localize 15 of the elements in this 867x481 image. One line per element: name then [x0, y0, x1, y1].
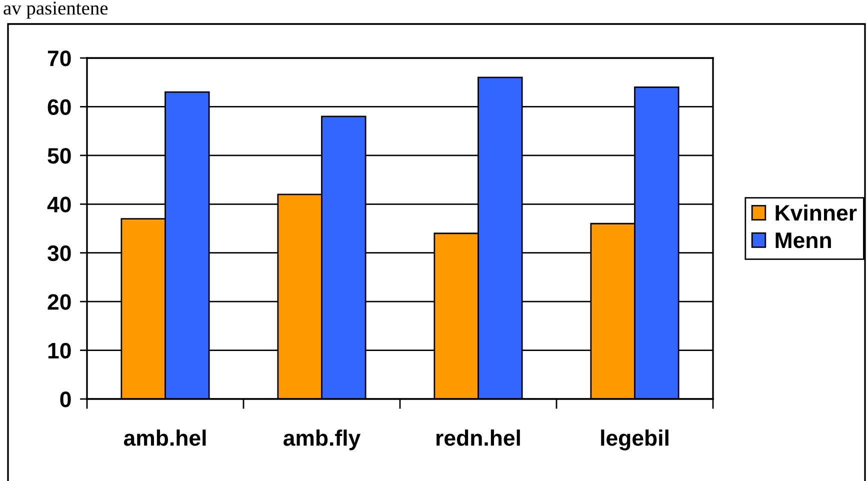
x-tick-label: redn.hel: [436, 430, 520, 446]
y-tick-label: 30: [48, 245, 71, 262]
y-tick-label: 0: [60, 392, 71, 408]
y-tick-label: 60: [48, 99, 71, 115]
legend-label: Menn: [776, 232, 831, 248]
legend-label: Kvinner: [776, 204, 857, 221]
chart-title: av pasientene: [4, 2, 108, 19]
x-tick-label: legebil: [601, 430, 668, 450]
x-tick-label: amb.hel: [124, 430, 206, 446]
x-tick-label: amb.fly: [284, 430, 361, 450]
y-tick-label: 10: [48, 342, 71, 359]
y-tick-label: 70: [48, 50, 71, 66]
y-tick-label: 40: [47, 196, 71, 212]
y-tick-label: 20: [48, 294, 71, 310]
y-tick-label: 50: [48, 148, 71, 164]
